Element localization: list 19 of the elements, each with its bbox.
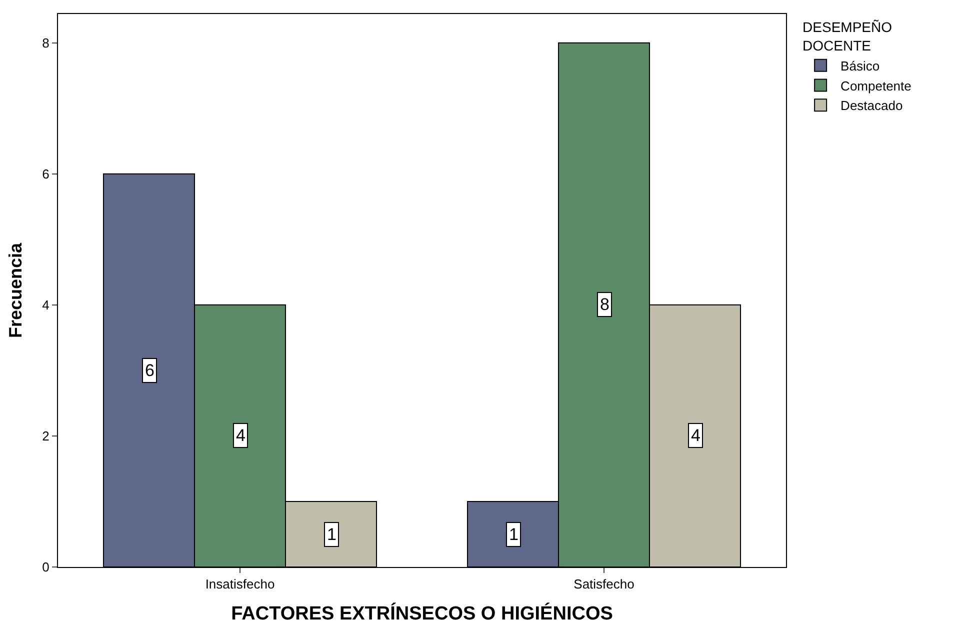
y-tick-label: 6 — [42, 166, 50, 182]
y-tick-label: 4 — [42, 297, 50, 312]
y-tick-label: 2 — [42, 428, 50, 444]
y-tick-label: 0 — [42, 560, 50, 575]
data-label: 4 — [236, 426, 246, 445]
y-axis-title: Frecuencia — [5, 242, 26, 338]
y-tick-label: 8 — [42, 35, 50, 50]
legend-label: Básico — [840, 58, 880, 74]
legend-label: Destacado — [840, 98, 903, 114]
x-axis-title: FACTORES EXTRÍNSECOS O HIGIÉNICOS — [231, 602, 613, 624]
data-label: 1 — [509, 525, 518, 544]
x-tick-label: Insatisfecho — [205, 576, 275, 592]
data-label: 8 — [600, 295, 610, 314]
legend-label: Competente — [840, 78, 912, 94]
data-label: 4 — [691, 426, 700, 445]
legend-title: DESEMPEÑO DOCENTE — [802, 19, 892, 54]
data-label: 1 — [327, 525, 336, 544]
data-label: 6 — [145, 361, 154, 380]
x-tick-label: Satisfecho — [574, 576, 634, 592]
